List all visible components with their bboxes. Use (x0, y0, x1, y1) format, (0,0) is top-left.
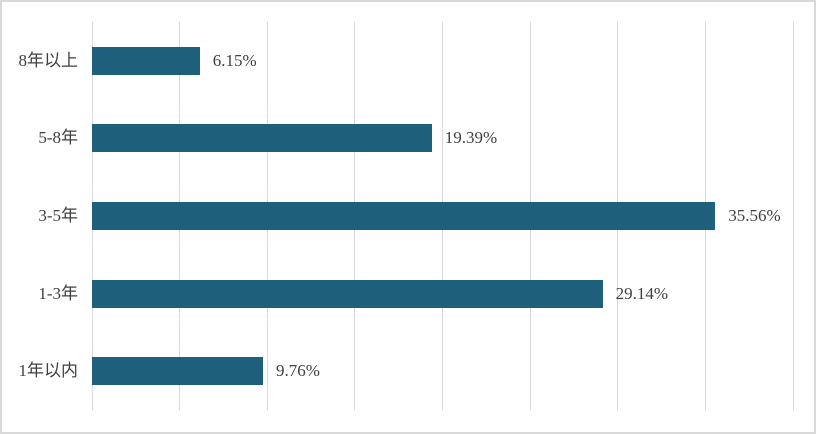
category-label: 1-3年 (38, 283, 78, 303)
value-label: 29.14% (615, 283, 669, 303)
bar (92, 46, 200, 75)
category-label: 3-5年 (38, 206, 78, 225)
value-label: 19.39% (444, 128, 498, 148)
bar (92, 124, 432, 153)
category-label: 5-8年 (38, 128, 78, 148)
bar (92, 357, 264, 386)
plot-area: 6.15% 19.39% 35.56% 29.14% 9.76% (91, 22, 794, 410)
bar (92, 202, 716, 230)
bar (92, 279, 603, 308)
value-label: 6.15% (212, 50, 257, 70)
value-label: 9.76% (276, 361, 320, 381)
gridline (792, 22, 794, 410)
category-label: 8年以上 (18, 50, 79, 70)
category-label: 1年以内 (18, 361, 79, 381)
value-label: 35.56% (728, 206, 781, 225)
